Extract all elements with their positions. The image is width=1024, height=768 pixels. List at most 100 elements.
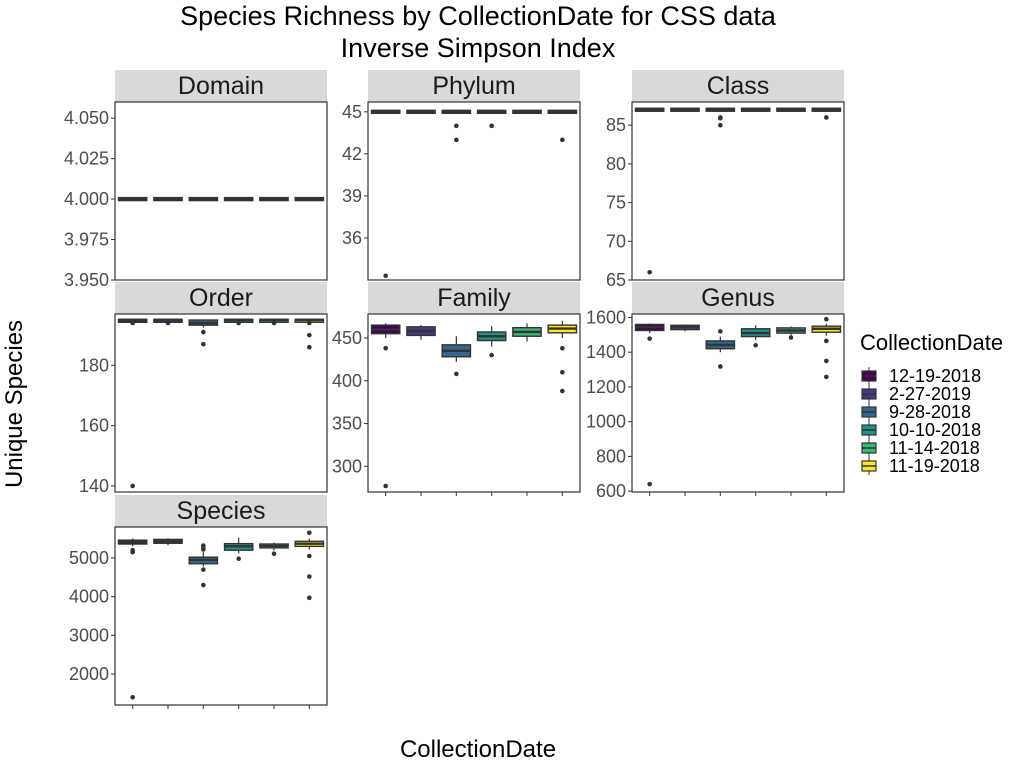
y-tick-label: 1400 [586, 342, 626, 362]
plot-panel [631, 101, 845, 281]
y-tick-label: 85 [606, 115, 626, 135]
box-9-28-2018 [188, 543, 219, 588]
y-tick-label: 3.975 [64, 230, 109, 250]
outlier-point [454, 123, 459, 129]
facet-strip-label: Family [437, 284, 511, 312]
facet-strip-label: Genus [701, 284, 775, 312]
outlier-point [130, 320, 135, 326]
outlier-point [647, 481, 652, 487]
x-axis-title: CollectionDate [400, 736, 556, 763]
outlier-point [130, 694, 135, 700]
facet-species: Species 2000 3000 4000 5000 [69, 495, 328, 709]
box-12-19-2018 [117, 196, 148, 202]
outlier-point [560, 345, 565, 351]
outlier-point [236, 556, 241, 562]
y-tick-label: 4000 [69, 587, 109, 607]
box-11-19-2018 [811, 107, 842, 120]
box-11-19-2018 [294, 196, 325, 202]
facet-strip [115, 495, 327, 527]
outlier-point [201, 547, 206, 552]
facet-strip-label: Species [177, 497, 266, 525]
outlier-point [647, 269, 652, 275]
box-2-27-2019 [153, 538, 183, 546]
outlier-point [307, 320, 312, 326]
outlier-point [383, 273, 388, 279]
box-2-27-2019 [153, 196, 183, 202]
facet-strip [632, 282, 844, 314]
outlier-point [718, 364, 723, 369]
facet-class: Class 65 70 75 80 85 [606, 70, 845, 290]
outlier-point [824, 316, 829, 322]
box-10-10-2018 [223, 196, 254, 202]
y-tick-label: 70 [606, 231, 626, 251]
y-tick-label: 400 [332, 371, 362, 391]
y-tick-label: 65 [606, 270, 626, 290]
box-10-10-2018 [740, 325, 771, 348]
facet-strip-label: Domain [178, 72, 264, 100]
outlier-point [201, 329, 206, 335]
outlier-point [560, 388, 565, 394]
outlier-point [130, 549, 135, 555]
box-12-19-2018 [117, 538, 148, 700]
y-tick-label: 5000 [69, 548, 109, 568]
facet-panels: Domain 3.950 3.975 4.000 4.025 4.050 Phylum 36 3… [64, 70, 845, 709]
outlier-point [236, 320, 241, 326]
outlier-point [824, 338, 829, 344]
y-tick-label: 800 [596, 446, 626, 466]
y-axis-title: Unique Species [1, 320, 28, 488]
outlier-point [201, 567, 206, 572]
outlier-point [788, 335, 794, 340]
box-9-28-2018 [188, 196, 219, 202]
plot-panel [114, 526, 328, 706]
outlier-point [307, 553, 312, 559]
box-12-19-2018 [634, 323, 665, 487]
box-2-27-2019 [406, 109, 436, 115]
box-9-28-2018 [441, 109, 472, 143]
facet-strip [368, 70, 580, 102]
outlier-point [271, 320, 277, 326]
legend: CollectionDate 12-19-20182-27-20199-28-2… [860, 330, 1003, 476]
box-11-19-2018 [547, 320, 578, 394]
facet-phylum: Phylum 36 39 42 45 [342, 70, 581, 281]
outlier-point [130, 483, 135, 489]
facet-domain: Domain 3.950 3.975 4.000 4.025 4.050 [64, 70, 328, 290]
outlier-point [489, 352, 494, 358]
outlier-point [647, 336, 652, 341]
y-tick-label: 300 [332, 456, 362, 476]
facet-family: Family 300 350 400 450 [332, 282, 581, 496]
legend-entry: 11-14-2018 [861, 438, 980, 458]
box-11-14-2018 [259, 542, 289, 556]
facet-strip [115, 282, 327, 314]
box-11-14-2018 [512, 323, 542, 342]
box-11-14-2018 [259, 196, 289, 202]
y-tick-label: 36 [342, 228, 362, 248]
box-11-19-2018 [811, 316, 842, 380]
plot-panel [367, 313, 581, 493]
y-tick-label: 600 [596, 481, 626, 501]
outlier-point [454, 371, 459, 377]
legend-entry: 9-28-2018 [861, 402, 971, 422]
box-2-27-2019 [670, 107, 700, 112]
facet-order: Order 140 160 180 [79, 282, 328, 496]
box-11-19-2018 [294, 530, 325, 601]
y-tick-label: 140 [79, 476, 109, 496]
box-11-19-2018 [547, 109, 578, 143]
box-12-19-2018 [117, 318, 148, 489]
outlier-point [383, 345, 388, 351]
outlier-point [165, 320, 171, 326]
outlier-point [307, 530, 312, 536]
facet-strip-label: Phylum [432, 72, 515, 100]
outlier-point [271, 551, 277, 556]
y-tick-label: 180 [79, 355, 109, 375]
y-tick-label: 4.050 [64, 108, 109, 128]
box-11-14-2018 [776, 326, 806, 340]
box-9-28-2018 [705, 107, 736, 128]
outlier-point [753, 342, 758, 348]
y-tick-label: 39 [342, 186, 362, 206]
y-tick-label: 3000 [69, 625, 109, 645]
facet-strip [115, 70, 327, 102]
legend-entry: 12-19-2018 [861, 366, 981, 386]
box-10-10-2018 [476, 109, 507, 129]
outlier-point [383, 483, 388, 489]
legend-entry: 2-27-2019 [861, 384, 971, 404]
